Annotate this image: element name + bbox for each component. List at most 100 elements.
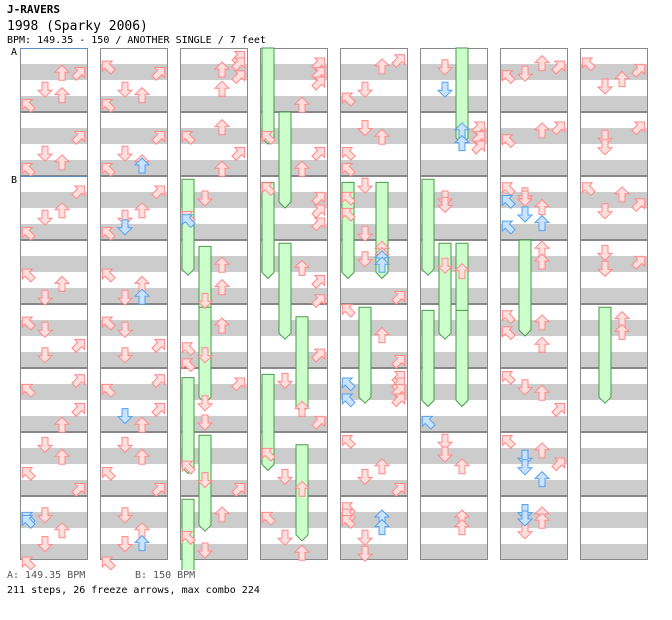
beat-stripe <box>420 544 488 560</box>
beat-stripe <box>260 144 328 160</box>
step-arrow-red <box>341 163 356 177</box>
beat-stripe <box>500 416 568 432</box>
step-arrow-red <box>631 198 646 213</box>
beat-stripe <box>340 192 408 208</box>
step-arrow-red <box>71 67 86 81</box>
beat-stripe <box>260 80 328 96</box>
beat-stripe <box>580 144 648 160</box>
beat-stripe <box>180 480 248 496</box>
beat-stripe <box>100 112 168 128</box>
measure-box <box>500 176 568 240</box>
beat-stripe <box>340 448 408 464</box>
beat-stripe <box>420 480 488 496</box>
beat-stripe <box>20 352 88 368</box>
step-arrow-red <box>231 377 246 392</box>
step-arrow-red <box>436 433 454 450</box>
beat-stripe <box>340 128 408 144</box>
beat-stripe <box>500 528 568 544</box>
beat-stripe <box>20 176 88 192</box>
step-arrow-red <box>101 556 116 570</box>
beat-stripe <box>340 64 408 80</box>
bpm-a-label: A: 149.35 BPM <box>7 570 86 581</box>
step-arrow-red <box>613 186 631 203</box>
step-arrow-red <box>151 185 166 200</box>
beat-stripe <box>180 352 248 368</box>
step-arrow-red <box>151 403 166 417</box>
step-chart <box>20 47 648 570</box>
step-arrow-red <box>53 522 71 539</box>
beat-stripe <box>260 160 328 176</box>
beat-stripe <box>420 368 488 384</box>
step-arrow-red <box>533 384 551 401</box>
beat-stripe <box>420 48 488 64</box>
measure-box <box>580 240 648 304</box>
measure-box <box>580 432 648 496</box>
step-arrow-red <box>501 371 516 385</box>
beat-stripe <box>340 384 408 400</box>
beat-stripe <box>180 192 248 208</box>
step-arrow-red <box>71 339 86 353</box>
step-arrow-red <box>501 435 516 449</box>
beat-stripe <box>580 224 648 240</box>
step-arrow-red <box>213 278 231 296</box>
beat-stripe <box>500 496 568 512</box>
beat-stripe <box>500 80 568 96</box>
beat-stripe <box>580 208 648 224</box>
freeze-arrow <box>518 239 532 337</box>
step-arrow-red <box>551 457 566 472</box>
measure-box <box>340 112 408 176</box>
step-arrow-red <box>116 347 134 364</box>
step-arrow-red <box>596 78 614 95</box>
beat-stripe <box>260 224 328 240</box>
step-arrow-red <box>53 86 71 104</box>
step-arrow-red <box>213 317 231 334</box>
measure-box <box>260 112 328 176</box>
beat-stripe <box>340 336 408 352</box>
step-arrow-blue <box>116 219 134 236</box>
beat-stripe <box>580 96 648 112</box>
beat-stripe <box>260 48 328 64</box>
beat-stripe <box>420 128 488 144</box>
freeze-arrow <box>295 316 309 414</box>
measure-box <box>500 240 568 304</box>
step-arrow-blue <box>133 534 151 552</box>
measure-box <box>420 368 488 432</box>
measure-box <box>500 368 568 432</box>
step-arrow-red <box>596 260 614 278</box>
step-arrow-red <box>213 118 231 136</box>
step-arrow-red <box>533 54 551 72</box>
beat-stripe <box>20 544 88 560</box>
step-arrow-blue <box>436 81 454 98</box>
measure-box <box>100 112 168 176</box>
step-arrow-red <box>373 458 391 475</box>
step-arrow-red <box>53 448 71 465</box>
beat-stripe <box>420 192 488 208</box>
measure-box <box>180 304 248 368</box>
beat-stripe <box>180 304 248 320</box>
measure-box <box>100 240 168 304</box>
step-arrow-red <box>151 339 166 353</box>
beat-stripe <box>260 176 328 192</box>
beat-stripe <box>260 96 328 112</box>
beat-stripe <box>420 112 488 128</box>
chart-column <box>420 47 488 560</box>
step-arrow-blue <box>133 157 151 174</box>
step-arrow-red <box>21 227 36 241</box>
step-arrow-red <box>391 393 406 408</box>
step-arrow-red <box>53 416 71 433</box>
beat-stripe <box>340 400 408 416</box>
beat-stripe <box>20 512 88 528</box>
measure-box <box>100 368 168 432</box>
beat-stripe <box>260 480 328 496</box>
beat-stripe <box>340 304 408 320</box>
step-arrow-red <box>311 147 326 161</box>
beat-stripe <box>340 224 408 240</box>
beat-stripe <box>340 288 408 304</box>
step-arrow-red <box>116 145 134 162</box>
step-arrow-red <box>101 316 116 331</box>
beat-stripe <box>20 448 88 464</box>
step-arrow-red <box>311 294 326 309</box>
beat-stripe <box>100 304 168 320</box>
step-arrow-red <box>311 76 326 91</box>
beat-stripe <box>180 112 248 128</box>
